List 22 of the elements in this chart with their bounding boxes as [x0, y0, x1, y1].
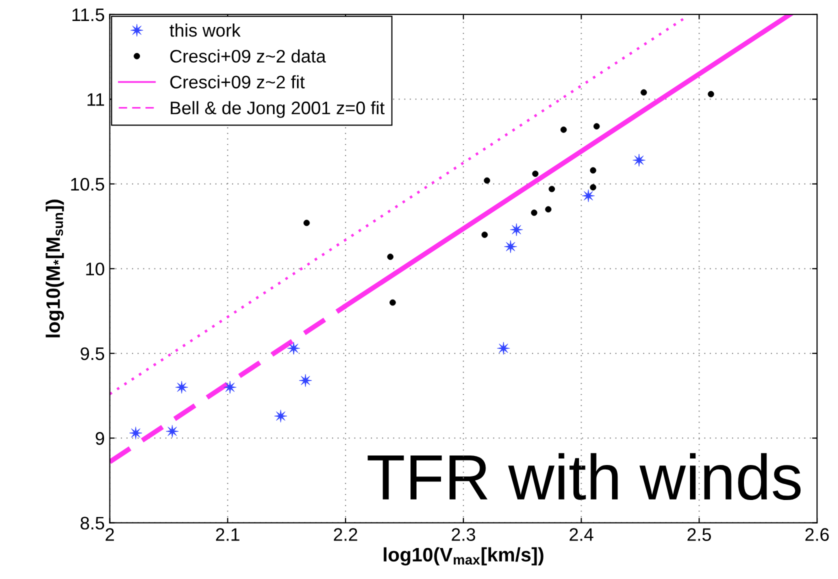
x-tick-label: 2.6	[805, 528, 829, 541]
legend-label: Cresci+09 z~2 fit	[170, 75, 305, 88]
legend-label: this work	[170, 24, 241, 37]
point	[484, 177, 490, 184]
legend-label: Bell & de Jong 2001 z=0 fit	[170, 101, 385, 118]
y-tick-label: 8.5	[80, 516, 104, 530]
x-tick-label: 2.4	[570, 528, 594, 541]
x-tick-label: 2	[106, 528, 114, 541]
x-tick-label: 2.2	[334, 528, 358, 541]
annotation: TFR with winds	[368, 453, 801, 500]
y-tick-label: 9	[96, 432, 104, 445]
x-axis-title: log10(V$_{max}$[km/s])	[384, 547, 544, 566]
x-tick-label: 2.5	[688, 528, 711, 541]
legend-label: Cresci+09 z~2 data	[170, 49, 326, 63]
x-tick-label: 2.1	[216, 528, 240, 541]
y-axis-title: log10(M$_{*}$[M$_{sun}$])	[46, 200, 64, 338]
y-tick-label: 11	[88, 93, 104, 106]
x-tick-label: 2.3	[452, 528, 476, 541]
y-tick-label: 11.5	[72, 8, 104, 22]
y-tick-label: 10	[86, 262, 104, 276]
y-tick-label: 10.5	[71, 178, 104, 191]
y-tick-label: 9.5	[80, 347, 104, 360]
